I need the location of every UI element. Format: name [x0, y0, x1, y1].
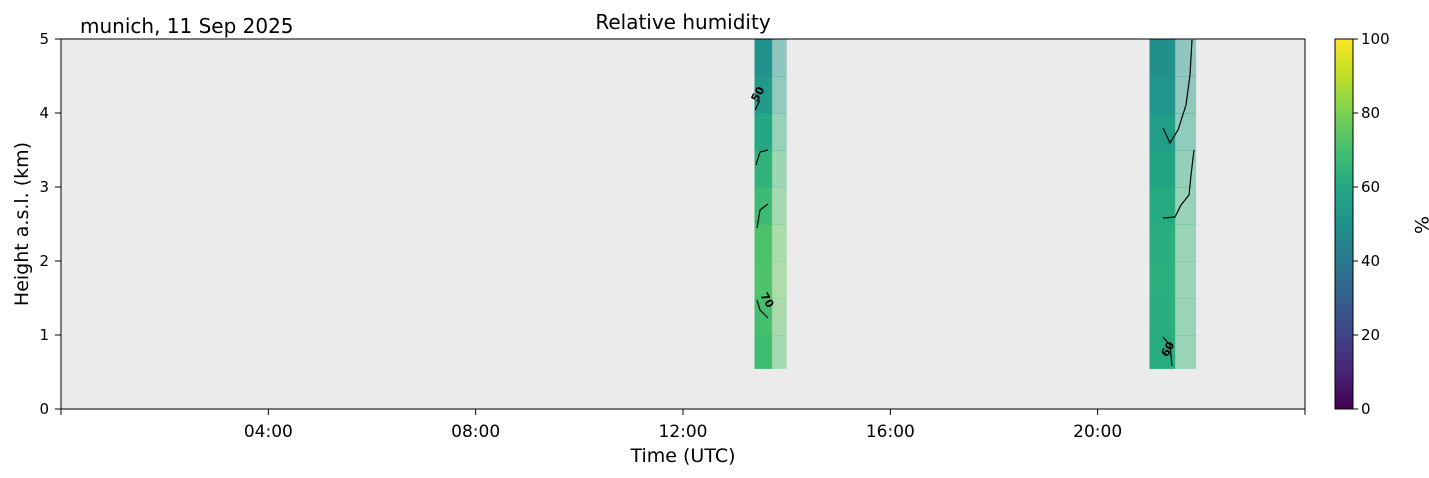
y-tick-label: 2	[39, 252, 49, 270]
heatmap-cell	[1149, 39, 1176, 77]
heatmap-cell	[754, 39, 773, 77]
heatmap-cell	[1149, 76, 1176, 114]
heatmap-cell	[1172, 150, 1197, 188]
heatmap-cell	[770, 76, 787, 114]
colorbar-tick-label: 40	[1361, 252, 1380, 270]
y-tick-label: 5	[39, 30, 49, 48]
heatmap-cell	[770, 39, 787, 77]
colorbar-tick-label: 0	[1361, 400, 1371, 418]
heatmap-cell	[770, 224, 787, 262]
colorbar-ticks: 0 20 40 60 80 100	[1353, 30, 1390, 418]
heatmap-cell	[1149, 150, 1176, 188]
y-tick-label: 3	[39, 178, 49, 196]
x-tick-label: 04:00	[244, 422, 293, 442]
heatmap-cell	[770, 150, 787, 188]
colorbar-tick-label: 20	[1361, 326, 1380, 344]
heatmap-cell	[1149, 261, 1176, 299]
heatmap-cell	[754, 335, 773, 369]
heatmap-cell	[1172, 224, 1197, 262]
x-axis-label: Time (UTC)	[629, 445, 735, 467]
y-axis-ticks: 0 1 2 3 4 5	[39, 30, 61, 418]
y-axis-label: Height a.s.l. (km)	[11, 142, 33, 306]
y-tick-label: 1	[39, 326, 49, 344]
heatmap-cell	[754, 150, 773, 188]
heatmap-cell	[754, 76, 773, 114]
contour-line	[754, 39, 1195, 367]
heatmap-cell	[1172, 298, 1197, 336]
x-tick-label: 08:00	[451, 422, 500, 442]
heatmap-cell	[754, 113, 773, 151]
heatmap-cell	[770, 335, 787, 369]
colorbar-tick-label: 80	[1361, 104, 1380, 122]
y-tick-label: 4	[39, 104, 49, 122]
colorbar-tick-label: 100	[1361, 30, 1390, 48]
colorbar	[1334, 38, 1354, 410]
colorbar-tick-label: 60	[1361, 178, 1380, 196]
heatmap-cell	[1172, 76, 1197, 114]
heatmap-cell	[1149, 113, 1176, 151]
location-date-label: munich, 11 Sep 2025	[80, 14, 294, 38]
x-tick-label: 16:00	[866, 422, 915, 442]
heatmap-cell	[1172, 335, 1197, 369]
chart-title: Relative humidity	[595, 10, 770, 34]
x-tick-label: 20:00	[1073, 422, 1122, 442]
heatmap-cell	[770, 298, 787, 336]
heatmap-cell	[1172, 39, 1197, 77]
y-tick-label: 0	[39, 400, 49, 418]
heatmap-cell	[1149, 224, 1176, 262]
x-tick-label: 12:00	[659, 422, 708, 442]
heatmap-cell	[1172, 113, 1197, 151]
data-marks	[754, 39, 1197, 369]
heatmap-cell	[1172, 261, 1197, 299]
heatmap-cell	[770, 261, 787, 299]
heatmap-cell	[754, 261, 773, 299]
heatmap-cell	[770, 187, 787, 225]
heatmap-cell	[770, 113, 787, 151]
heatmap-cell	[1172, 187, 1197, 225]
plot-background	[61, 39, 1305, 409]
x-axis-ticks: 04:00 08:00 12:00 16:00 20:00	[60, 409, 1306, 442]
heatmap-cell	[1149, 298, 1176, 336]
heatmap-cell	[754, 224, 773, 262]
heatmap-cell	[754, 187, 773, 225]
contour-lines	[754, 39, 1195, 367]
colorbar-label: %	[1410, 216, 1429, 234]
heatmap-cell	[1149, 187, 1176, 225]
